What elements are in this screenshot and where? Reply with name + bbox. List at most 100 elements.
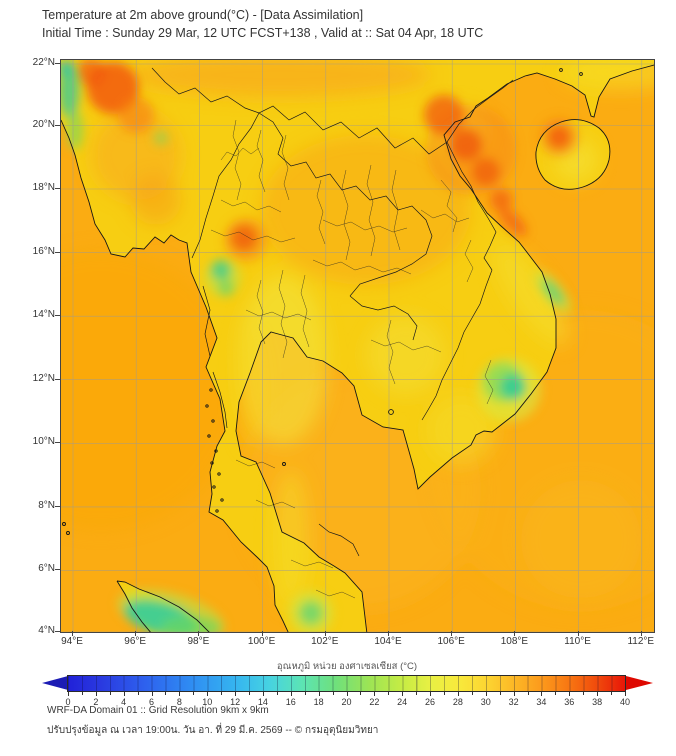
lat-axis-tick <box>55 378 60 380</box>
colorbar-tick-label: 32 <box>508 697 519 707</box>
colorbar-tick-label: 14 <box>257 697 268 707</box>
lat-axis-tick <box>55 315 60 317</box>
colorbar-tick <box>304 692 306 695</box>
lat-axis-label: 6°N <box>38 563 55 575</box>
page-subtitle: Initial Time : Sunday 29 Mar, 12 UTC FCS… <box>42 26 484 40</box>
colorbar-tick-label: 10 <box>202 697 213 707</box>
temperature-field-svg <box>61 60 654 632</box>
colorbar-tick <box>416 692 418 695</box>
lat-axis-tick <box>55 442 60 444</box>
colorbar-tick <box>625 692 626 696</box>
country-borders <box>151 67 514 557</box>
province-borders <box>210 119 494 599</box>
lon-axis-tick <box>324 631 326 636</box>
footer-domain-info: WRF-DA Domain 01 :: Grid Resolution 9km … <box>47 705 269 716</box>
lat-axis-label: 10°N <box>32 436 55 448</box>
graticule <box>61 60 654 632</box>
colorbar-tick <box>499 692 501 695</box>
lon-axis-label: 100°E <box>247 636 276 647</box>
lon-axis-label: 110°E <box>564 636 591 647</box>
lat-axis-tick <box>55 505 60 507</box>
colorbar-tick-label: 30 <box>480 697 491 707</box>
colorbar-tick-label: 18 <box>313 697 324 707</box>
lat-axis-tick <box>55 124 60 126</box>
lat-axis-tick <box>55 569 60 571</box>
hot-anomalies <box>77 60 579 262</box>
temperature-map <box>60 59 655 633</box>
colorbar-tick-label: 26 <box>425 697 436 707</box>
lat-axis-tick <box>55 188 60 189</box>
cool-anomalies <box>61 60 572 632</box>
page-title: Temperature at 2m above ground(°C) - [Da… <box>42 8 364 22</box>
lat-axis-label: 12°N <box>32 372 55 384</box>
colorbar-tick <box>249 692 251 695</box>
colorbar-tick-label: 36 <box>564 697 575 707</box>
lon-axis-label: 94°E <box>61 636 83 647</box>
lat-axis-tick <box>55 631 60 632</box>
colorbar-tick-label: 16 <box>285 697 296 707</box>
colorbar-tick-label: 22 <box>369 697 380 707</box>
colorbar-tick <box>611 692 613 695</box>
colorbar-tick <box>151 692 153 696</box>
colorbar-tick <box>276 692 278 695</box>
footer-update-info: ปรับปรุงข้อมูล ณ เวลา 19:00น. วัน อา. ที… <box>47 725 379 736</box>
colorbar-gradient <box>67 675 626 692</box>
lon-axis-tick <box>72 631 73 636</box>
lon-axis-tick <box>198 631 200 636</box>
lon-axis-tick <box>451 631 453 636</box>
colorbar-tick <box>193 692 195 695</box>
lat-axis-tick <box>55 63 60 64</box>
colorbar-tick <box>513 692 515 696</box>
colorbar-tick <box>221 692 223 695</box>
lon-axis-tick <box>388 631 389 636</box>
lon-axis-label: 96°E <box>124 636 147 647</box>
colorbar-tick-label: 6 <box>149 697 155 707</box>
colorbar-label: อุณหภูมิ หน่วย องศาเซลเซียส (°C) <box>276 661 418 672</box>
lat-axis-tick <box>55 251 60 253</box>
colorbar-tick <box>95 692 97 696</box>
colorbar-tick <box>430 692 432 696</box>
colorbar-tick <box>402 692 404 696</box>
colorbar-tick <box>81 692 83 695</box>
colorbar-tick-label: 0 <box>65 697 71 707</box>
colorbar-tick <box>374 692 376 696</box>
colorbar-tick-label: 20 <box>341 697 352 707</box>
colorbar-left-arrow <box>42 676 68 690</box>
colorbar-tick <box>207 692 209 696</box>
colorbar-tick <box>318 692 320 696</box>
lat-axis-label: 20°N <box>32 118 55 130</box>
colorbar-tick <box>569 692 571 696</box>
colorbar-tick <box>555 692 557 695</box>
lon-axis-label: 112°E <box>627 636 655 647</box>
colorbar-tick <box>583 692 585 695</box>
colorbar-tick <box>235 692 237 696</box>
colorbar-tick-label: 38 <box>592 697 603 707</box>
lat-axis-label: 8°N <box>38 499 55 511</box>
lon-axis-tick <box>640 631 642 636</box>
lon-axis-label: 108°E <box>500 636 529 647</box>
lon-axis-label: 98°E <box>187 636 210 647</box>
lon-axis-label: 102°E <box>311 636 339 647</box>
colorbar-tick <box>332 692 334 695</box>
coastlines <box>61 64 654 632</box>
lon-axis-label: 104°E <box>374 636 402 647</box>
colorbar-tick <box>471 692 473 695</box>
lon-axis-tick <box>261 631 263 636</box>
colorbar-tick <box>165 692 167 695</box>
colorbar-tick <box>443 692 445 695</box>
colorbar-tick-label: 4 <box>121 697 127 707</box>
colorbar-tick-label: 8 <box>176 697 182 707</box>
colorbar-tick <box>123 692 125 696</box>
lon-axis-tick <box>514 631 516 636</box>
lat-axis-label: 16°N <box>32 245 55 257</box>
colorbar-tick <box>262 692 264 696</box>
colorbar-tick <box>388 692 390 695</box>
colorbar-tick-label: 2 <box>93 697 99 707</box>
colorbar-tick <box>179 692 181 696</box>
colorbar-tick <box>137 692 139 695</box>
lat-axis-label: 4°N <box>38 625 55 636</box>
colorbar-tick-label: 24 <box>397 697 408 707</box>
colorbar-tick <box>290 692 292 696</box>
lat-axis-label: 14°N <box>32 309 55 321</box>
